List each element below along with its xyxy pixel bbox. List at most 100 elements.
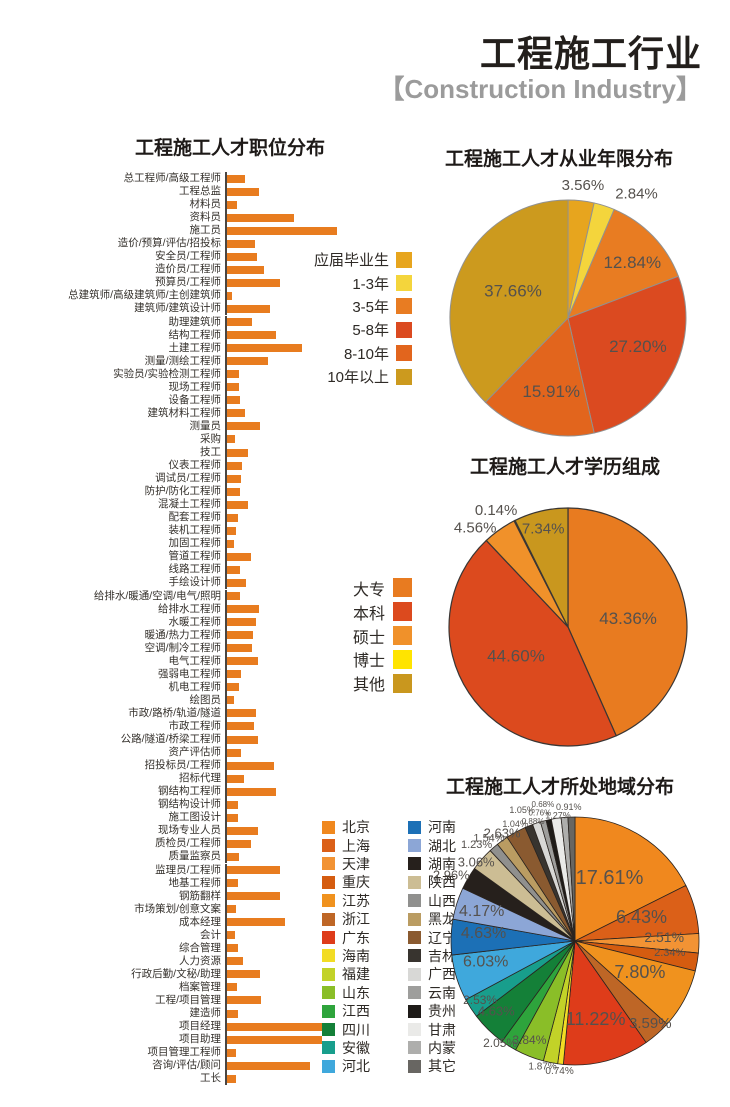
bar-row: 市场策划/创意文案 [20,902,355,916]
bar-track [225,785,355,799]
legend-color-chip [393,673,412,693]
bar-track [225,889,355,903]
pie-slice-percentage: 3.59% [629,1015,672,1032]
bar-label: 给排水工程师 [158,602,221,615]
legend-label: 吉林 [428,947,456,964]
bar [227,709,256,718]
bar-row: 空调/制冷工程师 [20,641,355,655]
bar-row: 招标代理 [20,772,355,786]
bar-row: 现场专业人员 [20,824,355,838]
legend-item: 广东 [322,928,408,946]
pie-slice-percentage: 6.43% [616,907,667,927]
legend-item: 江苏 [322,892,408,910]
legend-item: 浙江 [322,910,408,928]
bar [227,918,285,927]
pie-slice-percentage: 11.22% [566,1009,626,1029]
legend-label: 山西 [428,892,456,909]
pie-slice-percentage: 2.05% [483,1036,517,1050]
legend-color-chip [408,1004,421,1018]
bar-row: 钢结构设计师 [20,798,355,812]
legend-color-chip [408,875,421,889]
bar-label: 暖通/热力工程师 [144,628,221,641]
bar-track [225,302,355,316]
bar-row: 加固工程师 [20,537,355,551]
legend-label: 江苏 [342,892,370,909]
bar [227,344,302,353]
bar [227,552,251,561]
bar-track [225,589,355,603]
legend-color-chip [322,1022,335,1036]
bar-row: 质量监察员 [20,850,355,864]
pie-slice-percentage: 2.96% [433,868,470,883]
bar-label: 档案管理 [179,980,221,993]
legend-item: 应届毕业生 [300,248,412,271]
bar-row: 测量员 [20,419,355,433]
bar-track [225,615,355,629]
bar-label: 现场工程师 [168,380,222,393]
bar-track [225,954,355,968]
bar-label: 质检员/工程师 [155,837,221,850]
pie-slice-percentage: 2.84% [615,186,658,203]
bar [227,839,251,848]
bar-track [225,263,355,277]
bar [227,578,246,587]
bar-label: 助理建筑师 [168,315,222,328]
bar-row: 成本经理 [20,915,355,929]
bar [227,383,239,392]
bar-row: 地基工程师 [20,876,355,890]
bar-row: 项目助理 [20,1033,355,1047]
bar-track [225,380,355,394]
legend-item: 大专 [330,576,412,600]
pie-slice-percentage: 1.54% [473,832,504,844]
legend-label: 大专 [352,581,385,599]
bar-row: 项目管理工程师 [20,1046,355,1060]
legend-label: 其他 [352,677,385,695]
legend-item: 内蒙 [408,1039,494,1057]
bar-row: 给排水/暖通/空调/电气/照明 [20,589,355,603]
bar-row: 人力资源 [20,954,355,968]
bar [227,1061,310,1070]
legend-item: 湖北 [408,836,494,854]
bar-label: 工程总监 [179,185,221,198]
bar [227,265,264,274]
legend-label: 其它 [428,1058,456,1075]
bar-track [225,915,355,929]
legend-color-chip [393,649,412,669]
bar [227,526,236,535]
legend-item: 湖南 [408,855,494,873]
bar-row: 咨询/评估/顾问 [20,1059,355,1073]
bar [227,474,241,483]
legend-label: 广西 [428,966,456,983]
legend-item: 安徽 [322,1039,408,1057]
bar-track [225,1046,355,1060]
bar [227,291,232,300]
bar-track [225,667,355,681]
legend-label: 四川 [342,1021,370,1038]
bar-row: 采购 [20,432,355,446]
legend-item: 辽宁 [408,928,494,946]
bar [227,239,255,248]
bar [227,226,337,235]
legend-item: 四川 [322,1020,408,1038]
bar-row: 档案管理 [20,980,355,994]
bar-track [225,654,355,668]
pie-slice-percentage: 27.20% [609,337,667,356]
bar-label: 给排水/暖通/空调/电气/照明 [93,589,221,602]
bar-row: 钢结构工程师 [20,785,355,799]
bar-row: 手绘设计师 [20,576,355,590]
bar-track [225,432,355,446]
bar-row: 资料员 [20,211,355,225]
pie-slice [567,208,679,319]
bar [227,487,240,496]
bar [227,983,237,992]
bar [227,304,270,313]
legend-label: 江西 [342,1003,370,1020]
bar-track [225,759,355,773]
bar-label: 管道工程师 [168,550,222,563]
bar [227,879,238,888]
bar-track [225,576,355,590]
legend-item: 贵州 [408,1002,494,1020]
bar-label: 会计 [200,928,221,941]
pie-slice-percentage: 0.76% [529,809,552,818]
pie-region-title: 工程施工人才所处地域分布 [445,777,674,798]
